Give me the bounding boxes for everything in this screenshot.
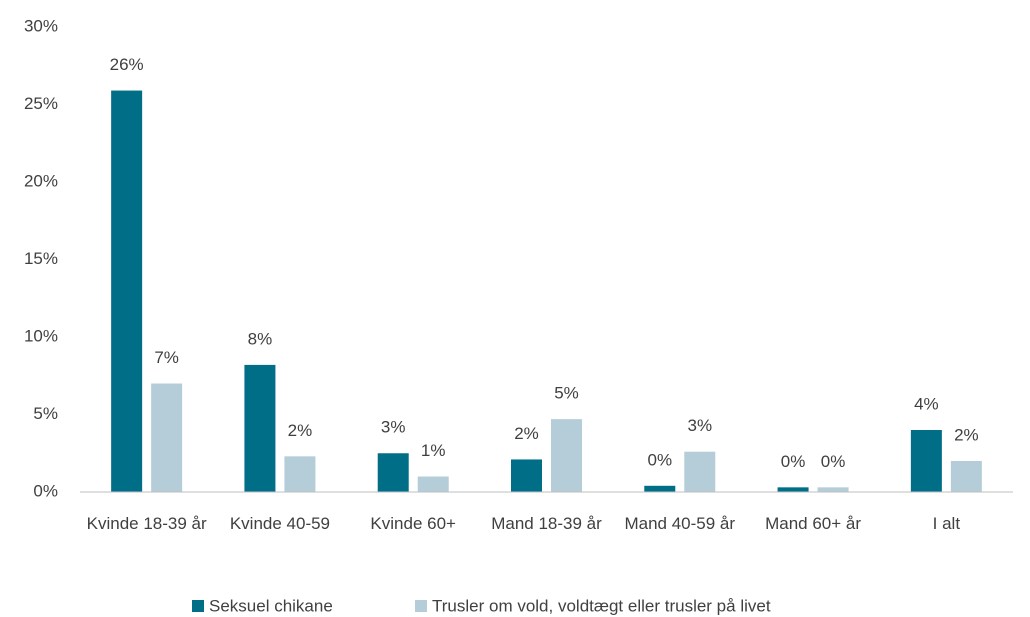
y-tick-label: 0% <box>33 481 58 500</box>
bar <box>111 90 143 493</box>
bar <box>910 430 942 492</box>
data-label: 1% <box>421 441 446 460</box>
x-tick-label: I alt <box>932 514 961 533</box>
bar <box>950 461 982 492</box>
x-tick-label: Mand 18-39 år <box>491 514 602 533</box>
data-label: 4% <box>914 394 939 413</box>
x-tick-label: Kvinde 18-39 år <box>86 514 207 533</box>
bar <box>151 383 183 492</box>
y-tick-label: 30% <box>24 16 58 35</box>
x-tick-label: Mand 40-59 år <box>624 514 736 533</box>
y-tick-label: 5% <box>33 404 58 423</box>
bar <box>551 419 582 492</box>
bar <box>644 485 676 492</box>
data-label: 0% <box>781 452 806 471</box>
x-tick-label: Kvinde 40-59 <box>229 514 331 533</box>
bar <box>284 456 316 492</box>
bar <box>377 453 409 492</box>
bar <box>684 451 716 492</box>
data-label: 2% <box>288 421 313 440</box>
legend-label: Trusler om vold, voldtægt eller trusler … <box>432 596 771 615</box>
x-tick-label: Kvinde 60+ <box>370 514 456 533</box>
bar <box>511 459 542 492</box>
bar <box>417 476 449 492</box>
legend-swatch <box>192 600 204 612</box>
y-tick-label: 15% <box>24 249 58 268</box>
bar <box>244 364 276 492</box>
data-label: 5% <box>554 384 579 403</box>
bar <box>817 487 849 492</box>
x-tick-label: Mand 60+ år <box>765 514 862 533</box>
legend-label: Seksuel chikane <box>209 596 333 615</box>
data-label: 2% <box>954 425 979 444</box>
data-label: 26% <box>110 55 144 74</box>
data-label: 3% <box>381 418 406 437</box>
data-label: 0% <box>821 452 846 471</box>
data-label: 3% <box>687 416 712 435</box>
bar <box>777 487 809 492</box>
data-label: 8% <box>248 329 273 348</box>
y-tick-label: 10% <box>24 326 58 345</box>
data-label: 2% <box>514 424 539 443</box>
data-label: 0% <box>647 450 672 469</box>
y-tick-label: 20% <box>24 171 58 190</box>
legend-swatch <box>415 600 427 612</box>
y-tick-label: 25% <box>24 94 58 113</box>
data-label: 7% <box>154 348 179 367</box>
